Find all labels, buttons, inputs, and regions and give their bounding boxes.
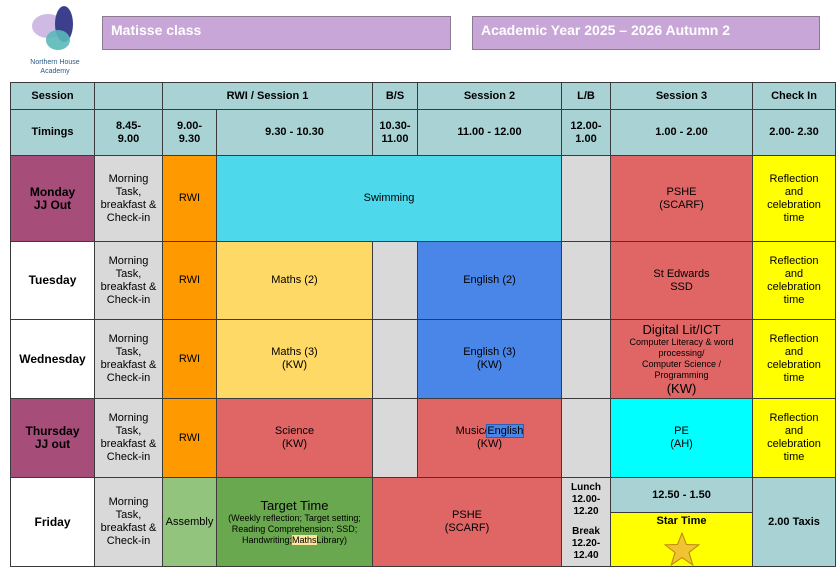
lunch-break-cell bbox=[561, 398, 611, 478]
morning-task: Morning Task, breakfast & Check-in bbox=[94, 398, 163, 478]
morning-task: Morning Task, breakfast & Check-in bbox=[94, 319, 163, 399]
timing-cell: 11.00 - 12.00 bbox=[417, 109, 562, 156]
timing-cell: 12.00- 1.00 bbox=[561, 109, 611, 156]
timings-row: Timings 8.45- 9.00 9.00- 9.30 9.30 - 10.… bbox=[10, 109, 836, 156]
star-time-label: Star Time bbox=[656, 515, 707, 527]
timing-cell: 8.45- 9.00 bbox=[94, 109, 163, 156]
target-time-detail: (Weekly reflection; Target setting; Read… bbox=[228, 513, 361, 545]
break-cell bbox=[372, 241, 418, 320]
logo-emblem-icon bbox=[32, 6, 73, 50]
digital-lit-detail: Computer Literacy & word processing/ Com… bbox=[629, 337, 734, 380]
rwi-cell: RWI bbox=[162, 398, 217, 478]
timing-cell: 10.30- 11.00 bbox=[372, 109, 418, 156]
taxis-time: 2.00 Taxis bbox=[752, 477, 836, 567]
maths-session: Maths (2) bbox=[216, 241, 373, 320]
lunch-break-cell bbox=[561, 241, 611, 320]
morning-task: Morning Task, breakfast & Check-in bbox=[94, 155, 163, 242]
digital-lit-title: Digital Lit/ICT bbox=[642, 322, 721, 337]
timing-cell: 2.00- 2.30 bbox=[752, 109, 836, 156]
music-english-highlight: English bbox=[486, 424, 525, 438]
col-session3: Session 3 bbox=[610, 82, 753, 110]
music-teacher: (KW) bbox=[476, 438, 503, 450]
target-time-title: Target Time bbox=[260, 498, 329, 513]
star-icon bbox=[663, 532, 700, 566]
english-session: English (2) bbox=[417, 241, 562, 320]
academy-logo: Northern House Academy bbox=[18, 4, 100, 80]
monday-row: Monday JJ Out Morning Task, breakfast & … bbox=[10, 155, 836, 242]
session3-time: 12.50 - 1.50 bbox=[610, 477, 753, 513]
maths-session: Maths (3) (KW) bbox=[216, 319, 373, 399]
day-tuesday: Tuesday bbox=[10, 241, 95, 320]
digital-lit-teacher: (KW) bbox=[666, 381, 697, 396]
timing-cell: 9.30 - 10.30 bbox=[216, 109, 373, 156]
day-wednesday: Wednesday bbox=[10, 319, 95, 399]
swimming-session: Swimming bbox=[216, 155, 562, 242]
academic-year-box: Academic Year 2025 – 2026 Autumn 2 bbox=[472, 16, 820, 50]
maths-highlight: Maths bbox=[292, 535, 317, 545]
break-cell bbox=[372, 319, 418, 399]
lunch-time: Lunch 12.00- 12.20 bbox=[571, 482, 601, 517]
col-bs: B/S bbox=[372, 82, 418, 110]
col-checkin: Check In bbox=[752, 82, 836, 110]
reflection-time: Reflection and celebration time bbox=[752, 155, 836, 242]
morning-task: Morning Task, breakfast & Check-in bbox=[94, 241, 163, 320]
morning-task: Morning Task, breakfast & Check-in bbox=[94, 477, 163, 567]
academic-year: Academic Year 2025 – 2026 Autumn 2 bbox=[481, 22, 731, 38]
music-session: Music/English (KW) bbox=[417, 398, 562, 478]
class-name-box: Matisse class bbox=[102, 16, 451, 50]
pe-session: PE (AH) bbox=[610, 398, 753, 478]
timings-label: Timings bbox=[10, 109, 95, 156]
day-friday: Friday bbox=[10, 477, 95, 567]
lunch-break-cell bbox=[561, 155, 611, 242]
target-time-session: Target Time (Weekly reflection; Target s… bbox=[216, 477, 373, 567]
col-lb: L/B bbox=[561, 82, 611, 110]
thursday-row: Thursday JJ out Morning Task, breakfast … bbox=[10, 398, 836, 478]
science-session: Science (KW) bbox=[216, 398, 373, 478]
day-monday: Monday JJ Out bbox=[10, 155, 95, 242]
reflection-time: Reflection and celebration time bbox=[752, 319, 836, 399]
reflection-time: Reflection and celebration time bbox=[752, 398, 836, 478]
lunch-break-times: Lunch 12.00- 12.20 Break 12.20- 12.40 bbox=[561, 477, 611, 567]
friday-row: Friday Morning Task, breakfast & Check-i… bbox=[10, 477, 836, 567]
break-time: Break 12.20- 12.40 bbox=[571, 526, 601, 561]
class-name: Matisse class bbox=[111, 22, 202, 38]
friday-row-lower: Star Time bbox=[11, 512, 836, 567]
tuesday-row: Tuesday Morning Task, breakfast & Check-… bbox=[10, 241, 836, 320]
pshe-session: PSHE (SCARF) bbox=[610, 155, 753, 242]
rwi-cell: RWI bbox=[162, 319, 217, 399]
break-cell bbox=[372, 398, 418, 478]
pshe-session: PSHE (SCARF) bbox=[372, 477, 562, 567]
st-edwards-session: St Edwards SSD bbox=[610, 241, 753, 320]
reflection-time: Reflection and celebration time bbox=[752, 241, 836, 320]
assembly-cell: Assembly bbox=[162, 477, 217, 567]
col-session: Session bbox=[10, 82, 95, 110]
col-rwi-session1: RWI / Session 1 bbox=[162, 82, 373, 110]
rwi-cell: RWI bbox=[162, 241, 217, 320]
star-time-cell: Star Time bbox=[610, 512, 753, 567]
timing-cell: 1.00 - 2.00 bbox=[610, 109, 753, 156]
rwi-cell: RWI bbox=[162, 155, 217, 242]
music-label: Music/ bbox=[455, 425, 488, 437]
logo-org-name: Northern House Academy bbox=[30, 59, 80, 75]
timetable: Session RWI / Session 1 B/S Session 2 L/… bbox=[10, 82, 836, 567]
timing-cell: 9.00- 9.30 bbox=[162, 109, 217, 156]
english-session: English (3) (KW) bbox=[417, 319, 562, 399]
digital-lit-session: Digital Lit/ICT Computer Literacy & word… bbox=[610, 319, 753, 399]
col-session2: Session 2 bbox=[417, 82, 562, 110]
day-thursday: Thursday JJ out bbox=[10, 398, 95, 478]
lunch-break-cell bbox=[561, 319, 611, 399]
col-blank bbox=[94, 82, 163, 110]
header-row: Session RWI / Session 1 B/S Session 2 L/… bbox=[10, 82, 836, 110]
wednesday-row: Wednesday Morning Task, breakfast & Chec… bbox=[10, 319, 836, 399]
